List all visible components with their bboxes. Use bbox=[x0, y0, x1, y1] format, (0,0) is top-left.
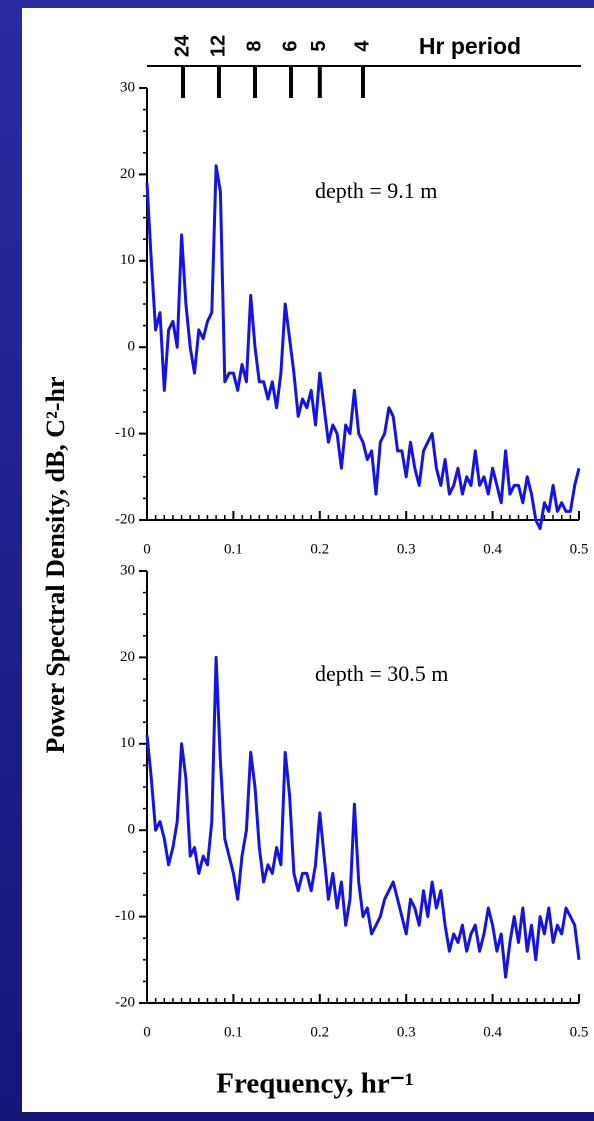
x-tick-label: 0.1 bbox=[224, 1024, 243, 1040]
series-line bbox=[145, 655, 581, 979]
period-tick-label: 6 bbox=[279, 40, 301, 51]
x-tick-label: 0.5 bbox=[570, 1024, 589, 1040]
annotation: depth = 9.1 m bbox=[315, 178, 437, 203]
x-tick-label: 0.4 bbox=[483, 1024, 502, 1040]
x-tick-label: 0.2 bbox=[310, 1024, 329, 1040]
y-tick-label: 20 bbox=[120, 166, 135, 182]
y-tick-label: -20 bbox=[115, 994, 135, 1010]
x-tick-label: 0.3 bbox=[397, 541, 416, 557]
x-tick-label: 0.1 bbox=[224, 541, 243, 557]
y-tick-label: 10 bbox=[120, 252, 135, 268]
x-tick-label: 0.5 bbox=[570, 541, 589, 557]
y-tick-label: 0 bbox=[128, 339, 136, 355]
y-tick-label: -20 bbox=[115, 511, 135, 527]
x-tick-label: 0 bbox=[143, 1024, 151, 1040]
series-line bbox=[145, 164, 581, 531]
y-tick-label: 30 bbox=[120, 562, 135, 578]
x-tick-label: 0.3 bbox=[397, 1024, 416, 1040]
x-tick-label: 0 bbox=[143, 541, 151, 557]
x-axis-title: Frequency, hr⁻¹ bbox=[216, 1068, 413, 1100]
annotation: depth = 30.5 m bbox=[315, 661, 448, 686]
y-tick-label: -10 bbox=[115, 425, 135, 441]
period-tick-label: 4 bbox=[351, 40, 373, 52]
period-axis-title: Hr period bbox=[419, 33, 521, 59]
y-tick-label: 0 bbox=[128, 822, 136, 838]
x-tick-label: 0.2 bbox=[310, 541, 329, 557]
period-tick-label: 5 bbox=[308, 40, 330, 51]
y-tick-label: 20 bbox=[120, 649, 135, 665]
y-tick-label: -10 bbox=[115, 908, 135, 924]
y-tick-label: 30 bbox=[120, 79, 135, 95]
period-tick-label: 12 bbox=[207, 35, 229, 57]
y-axis-title: Power Spectral Density, dB, C²-hr bbox=[41, 376, 70, 753]
period-tick-label: 8 bbox=[243, 40, 265, 51]
period-tick-label: 24 bbox=[171, 34, 193, 57]
y-tick-label: 10 bbox=[120, 735, 135, 751]
plot-background bbox=[22, 8, 594, 1112]
x-tick-label: 0.4 bbox=[483, 541, 502, 557]
